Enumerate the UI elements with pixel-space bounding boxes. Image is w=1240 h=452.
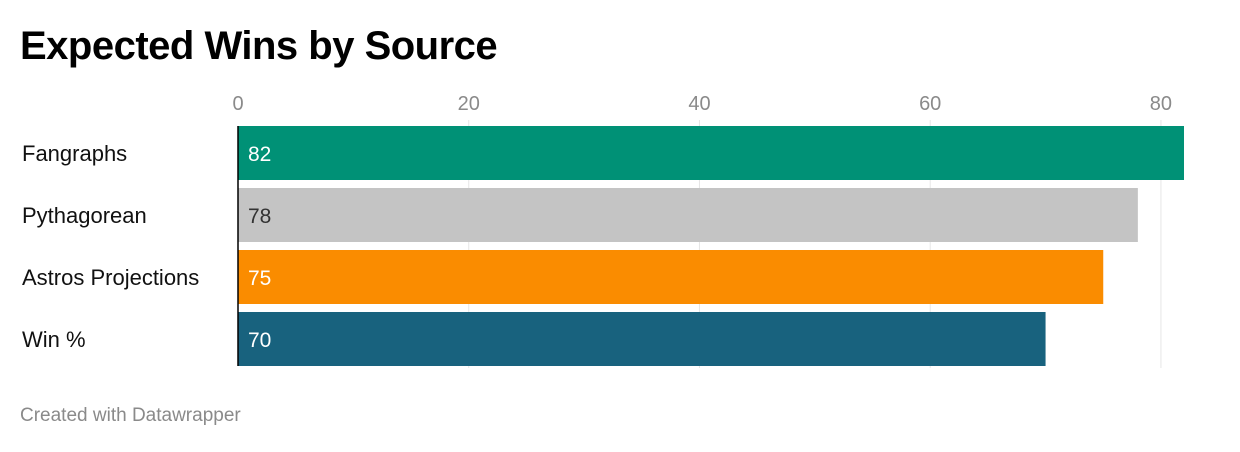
- x-tick-label: 0: [232, 93, 243, 115]
- x-tick-label: 80: [1150, 93, 1172, 115]
- value-labels: 82 78 75 70: [248, 143, 271, 352]
- bar: [238, 312, 1046, 366]
- x-tick-label: 60: [919, 93, 941, 115]
- category-label: Astros Projections: [22, 265, 199, 290]
- category-label: Win %: [22, 327, 86, 352]
- bar: [238, 250, 1104, 304]
- x-axis-ticks: 0 20 40 60 80: [232, 93, 1172, 115]
- x-tick-label: 20: [458, 93, 480, 115]
- value-label: 78: [248, 205, 271, 228]
- value-label: 70: [248, 329, 271, 352]
- credit-footer: Created with Datawrapper: [20, 405, 241, 426]
- value-label: 82: [248, 143, 271, 166]
- category-label: Pythagorean: [22, 203, 147, 228]
- value-label: 75: [248, 267, 271, 290]
- category-label: Fangraphs: [22, 141, 127, 166]
- bar: [238, 188, 1138, 242]
- x-tick-label: 40: [688, 93, 710, 115]
- category-labels: Fangraphs Pythagorean Astros Projections Wi…: [22, 141, 199, 352]
- bars: [238, 126, 1184, 366]
- chart-title: Expected Wins by Source: [20, 24, 498, 68]
- bar: [238, 126, 1184, 180]
